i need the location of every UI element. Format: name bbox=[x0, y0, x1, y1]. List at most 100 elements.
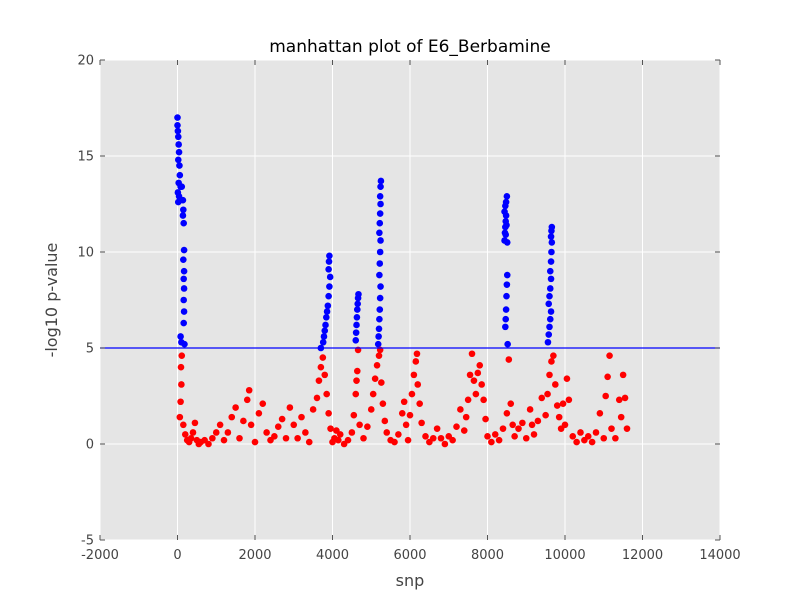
data-point bbox=[189, 429, 197, 436]
data-point bbox=[180, 206, 187, 214]
data-point bbox=[176, 162, 183, 169]
data-point bbox=[232, 404, 239, 411]
data-point bbox=[377, 200, 384, 208]
data-point bbox=[617, 413, 625, 421]
data-point bbox=[592, 429, 600, 436]
data-point bbox=[546, 315, 554, 323]
data-point bbox=[542, 411, 549, 419]
data-point bbox=[546, 292, 553, 300]
data-point bbox=[569, 433, 577, 440]
data-point bbox=[178, 183, 186, 191]
data-point bbox=[441, 440, 449, 448]
data-point bbox=[228, 413, 236, 421]
data-point bbox=[503, 409, 511, 417]
data-point bbox=[326, 273, 334, 281]
data-point bbox=[354, 367, 361, 375]
data-point bbox=[176, 413, 184, 421]
data-point bbox=[547, 258, 555, 265]
y-tick-label: 0 bbox=[86, 438, 94, 453]
data-point bbox=[433, 425, 441, 432]
data-point bbox=[376, 315, 383, 323]
data-point bbox=[395, 431, 402, 438]
data-point bbox=[180, 296, 187, 304]
data-point bbox=[376, 260, 384, 267]
axis-ticks: -2000 0 2000 4000 6000 8000 10000 12000 14000 -5 0… bbox=[77, 54, 740, 564]
data-point bbox=[375, 325, 383, 333]
data-point bbox=[375, 352, 383, 359]
x-tick-label: -2000 bbox=[81, 548, 119, 563]
data-point bbox=[413, 350, 421, 358]
data-point bbox=[324, 302, 332, 310]
data-point bbox=[406, 411, 414, 419]
x-tick-label: 4000 bbox=[316, 548, 349, 563]
data-point bbox=[414, 381, 422, 388]
data-point bbox=[367, 406, 375, 413]
data-point bbox=[209, 434, 216, 442]
data-point bbox=[619, 371, 627, 379]
data-point bbox=[236, 434, 243, 442]
data-point bbox=[495, 436, 503, 444]
data-point bbox=[528, 421, 536, 429]
data-point bbox=[410, 371, 418, 379]
data-point bbox=[484, 433, 491, 440]
data-point bbox=[561, 421, 569, 429]
y-tick-label: -5 bbox=[81, 534, 94, 549]
data-point bbox=[402, 421, 410, 429]
data-point bbox=[205, 440, 212, 448]
data-point bbox=[503, 281, 511, 288]
data-point bbox=[177, 398, 184, 406]
data-point bbox=[621, 394, 629, 402]
data-point bbox=[546, 323, 553, 331]
data-point bbox=[422, 433, 429, 440]
data-point bbox=[178, 381, 185, 388]
data-point bbox=[538, 394, 546, 402]
data-point bbox=[180, 246, 188, 254]
data-point bbox=[309, 406, 317, 413]
data-point bbox=[251, 438, 259, 446]
data-point bbox=[373, 361, 381, 369]
data-point bbox=[464, 396, 472, 404]
x-axis-label: snp bbox=[396, 571, 425, 590]
data-point bbox=[181, 431, 189, 438]
data-point bbox=[519, 419, 526, 427]
data-point bbox=[352, 390, 360, 398]
data-point bbox=[179, 212, 187, 219]
data-point bbox=[322, 321, 329, 329]
data-point bbox=[187, 434, 195, 442]
data-point bbox=[180, 319, 187, 327]
data-point bbox=[274, 423, 282, 431]
data-point bbox=[547, 233, 555, 240]
data-point bbox=[325, 258, 333, 265]
data-point bbox=[305, 438, 313, 446]
data-point bbox=[474, 369, 482, 377]
data-point bbox=[530, 431, 538, 438]
data-point bbox=[325, 409, 332, 417]
data-point bbox=[325, 292, 332, 300]
y-tick-label: 10 bbox=[77, 246, 94, 261]
data-point bbox=[326, 252, 333, 260]
data-point bbox=[320, 333, 328, 340]
series-1 bbox=[174, 114, 556, 352]
data-point bbox=[180, 256, 187, 263]
data-point bbox=[449, 436, 456, 444]
data-point bbox=[547, 275, 555, 283]
data-point bbox=[376, 210, 384, 217]
data-point bbox=[548, 358, 555, 365]
data-point bbox=[376, 294, 384, 302]
data-point bbox=[606, 352, 613, 359]
data-point bbox=[321, 327, 329, 335]
data-point bbox=[377, 183, 384, 191]
data-point bbox=[245, 386, 253, 394]
data-point bbox=[544, 338, 552, 346]
data-point bbox=[191, 419, 199, 427]
x-tick-label: 14000 bbox=[699, 548, 740, 563]
data-point bbox=[612, 434, 619, 442]
data-point bbox=[548, 239, 556, 246]
data-point bbox=[502, 306, 510, 313]
data-point bbox=[286, 404, 294, 411]
data-point bbox=[323, 313, 330, 321]
data-point bbox=[476, 361, 484, 369]
data-point bbox=[457, 406, 464, 413]
data-point bbox=[600, 434, 608, 442]
